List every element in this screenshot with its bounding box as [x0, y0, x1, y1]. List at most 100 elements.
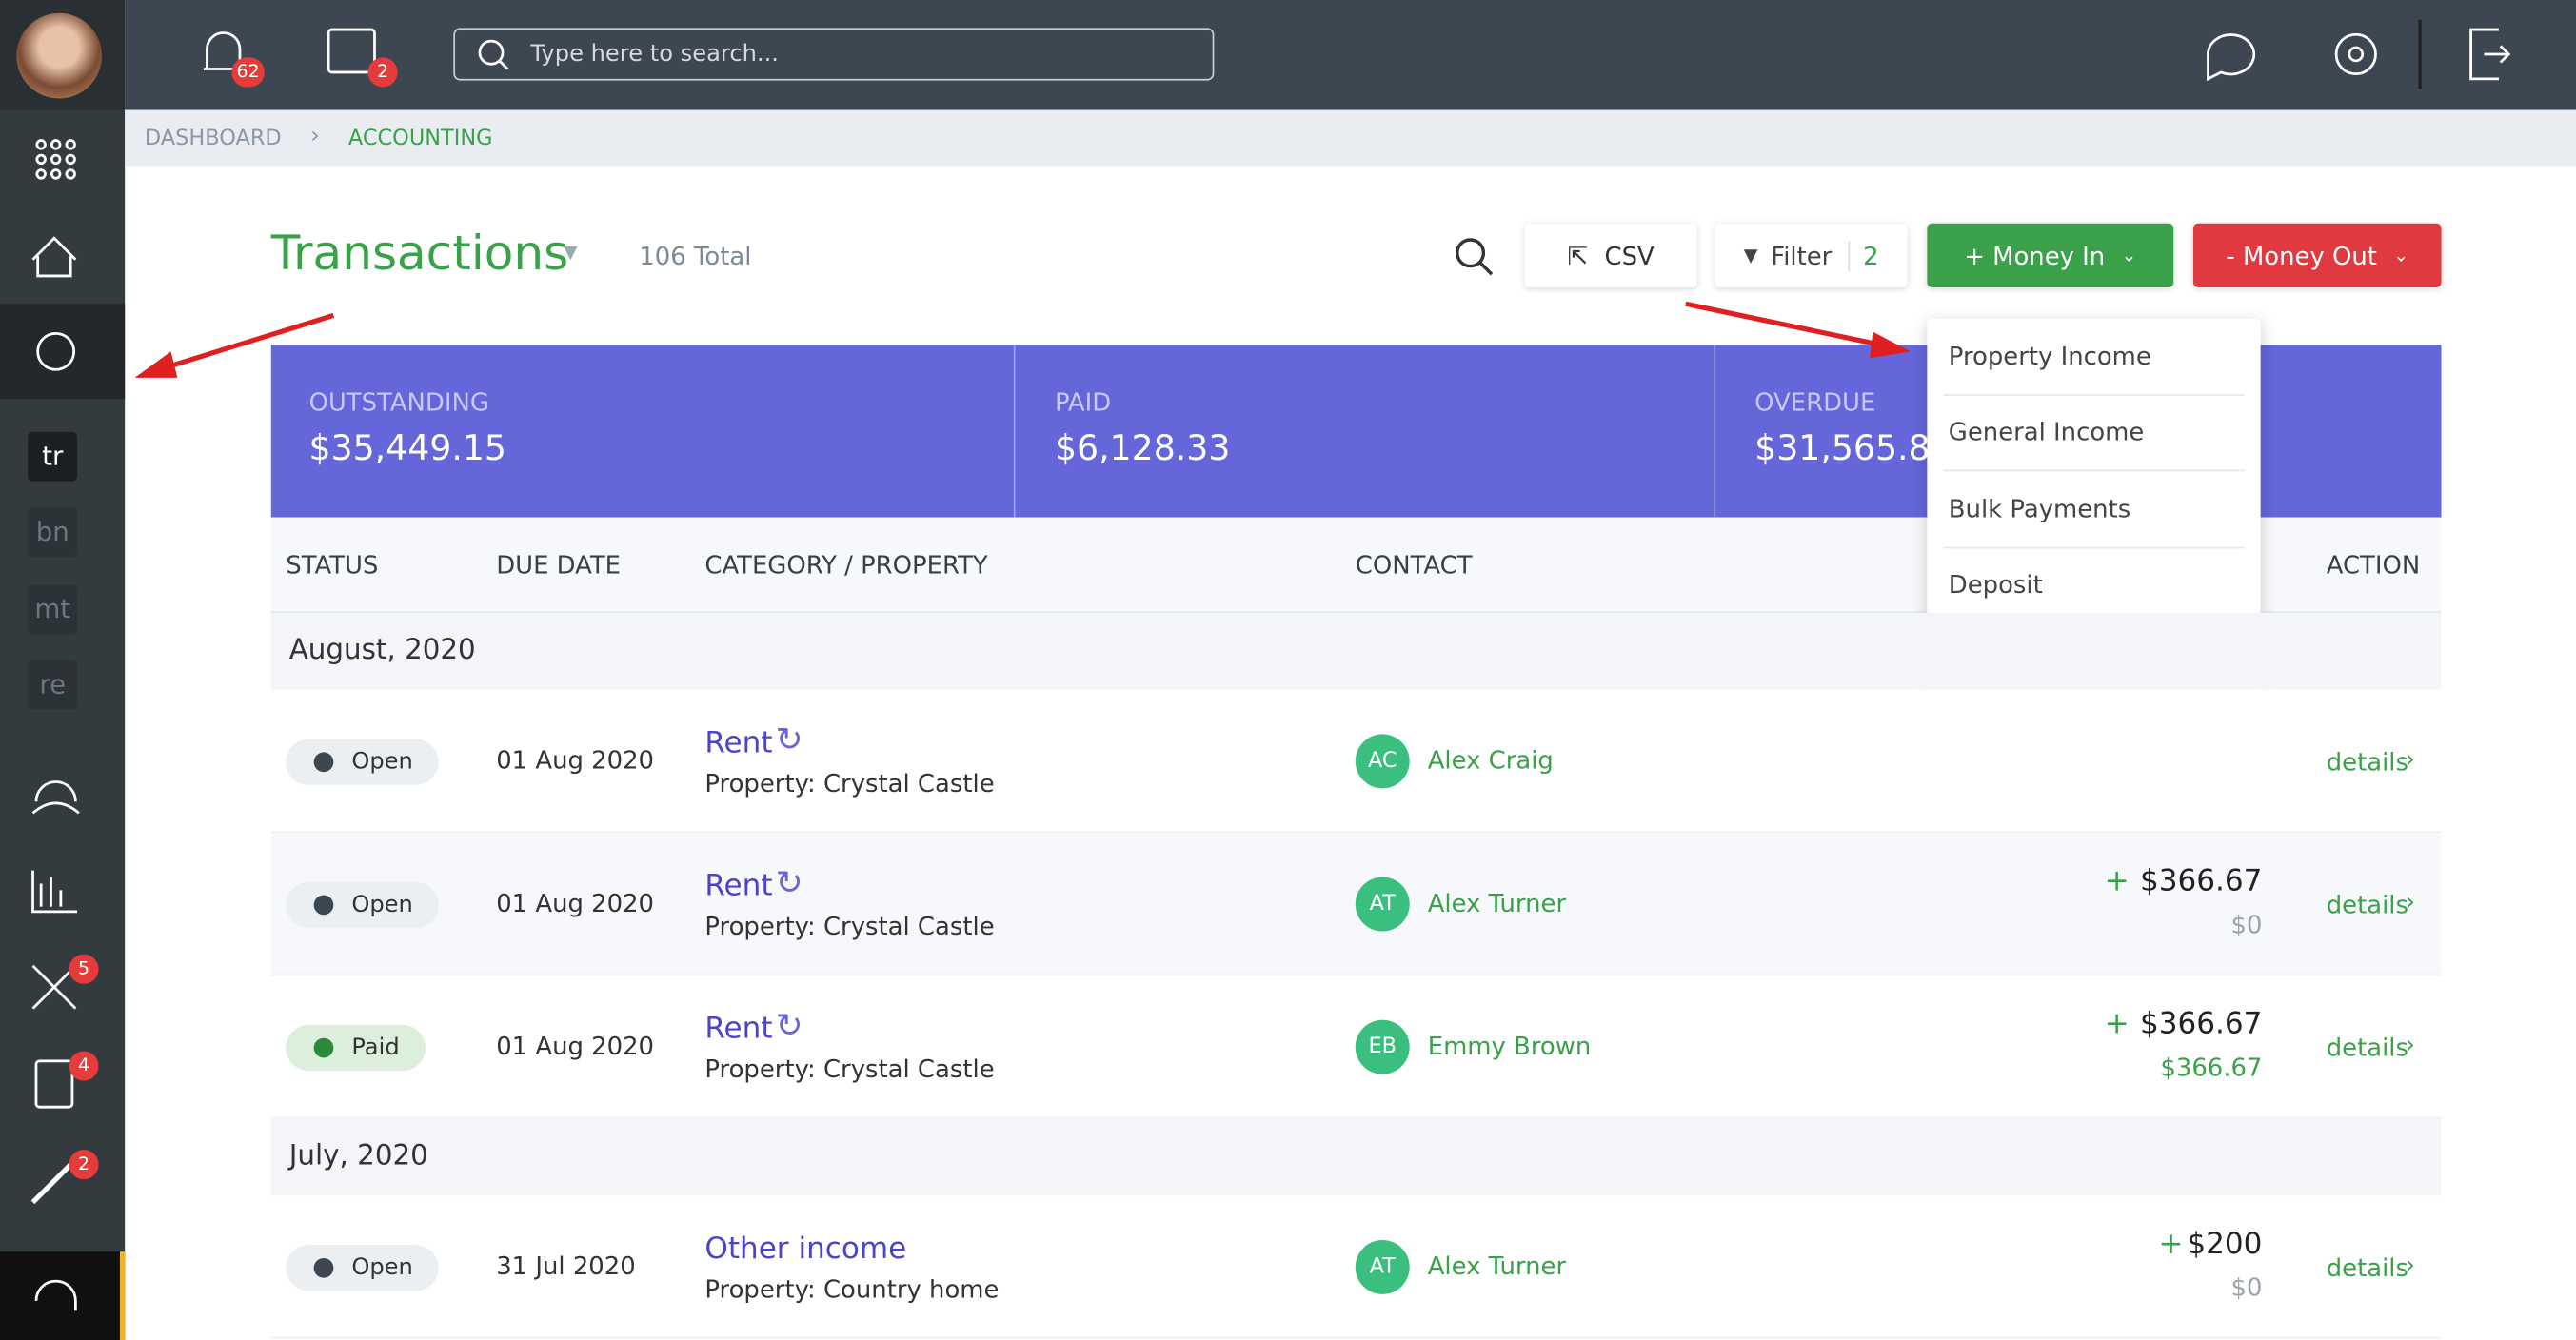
- group-row: [270, 612, 2442, 690]
- home-icon[interactable]: [31, 236, 77, 278]
- title-caret[interactable]: ▼: [563, 241, 578, 264]
- contact-name[interactable]: Emmy Brown: [1427, 1031, 1592, 1061]
- money-in-button[interactable]: + Money In ⌄: [1927, 223, 2174, 288]
- bell-icon[interactable]: [203, 31, 242, 70]
- accounting-icon[interactable]: [36, 331, 76, 371]
- shortcut[interactable]: bn: [28, 507, 78, 558]
- money-out-button[interactable]: - Money Out ⌄: [2192, 223, 2442, 288]
- summary-label: OVERDUE: [1754, 387, 1876, 418]
- reports-icon[interactable]: [31, 870, 78, 914]
- sidebar-icons: [30, 139, 80, 1311]
- chat-icon[interactable]: [2207, 33, 2256, 82]
- filter-label: Filter: [1771, 240, 1833, 270]
- search-box[interactable]: [453, 28, 1215, 81]
- tasks-icon[interactable]: [34, 1059, 74, 1109]
- category-link[interactable]: Rent: [704, 1012, 773, 1047]
- badge: 2: [69, 1150, 99, 1180]
- due-date: 31 Jul 2020: [496, 1251, 636, 1282]
- headset-icon[interactable]: [34, 1279, 77, 1311]
- contact-avatar: EB: [1355, 1019, 1410, 1074]
- due-date: 01 Aug 2020: [496, 888, 655, 918]
- shortcut[interactable]: mt: [28, 583, 78, 634]
- details-chevron: ›: [2405, 1030, 2415, 1060]
- summary-label: PAID: [1054, 387, 1112, 418]
- contacts-icon[interactable]: [31, 780, 80, 815]
- details-chevron: ›: [2405, 886, 2415, 916]
- filter-button[interactable]: ▼ Filter 2: [1714, 223, 1908, 288]
- paid-amount: $0: [2230, 1272, 2263, 1303]
- breadcrumb: ACCOUNTING: [347, 126, 493, 151]
- breadcrumb-bar: [125, 109, 2576, 167]
- column-header: CATEGORY / PROPERTY: [704, 550, 988, 581]
- summary-label: OUTSTANDING: [308, 387, 489, 418]
- amount-sign: +: [2158, 1227, 2184, 1262]
- csv-button[interactable]: ⇱ CSV: [1524, 223, 1697, 288]
- total: 106 Total: [639, 241, 752, 271]
- contact-name[interactable]: Alex Craig: [1427, 745, 1554, 776]
- summary-divider: [1714, 345, 1715, 518]
- status-dot: [313, 752, 334, 773]
- shortcut[interactable]: tr: [28, 431, 78, 482]
- menu-item[interactable]: General Income: [1943, 395, 2245, 472]
- avatar-area: [0, 0, 126, 110]
- column-header: DUE DATE: [496, 550, 622, 581]
- contact-name[interactable]: Alex Turner: [1427, 888, 1567, 918]
- badge: 5: [69, 954, 99, 984]
- column-header: ACTION: [2326, 550, 2421, 581]
- contact-avatar: AC: [1355, 734, 1410, 789]
- details-chevron: ›: [2405, 1250, 2415, 1280]
- contact-name[interactable]: Alex Turner: [1427, 1251, 1567, 1282]
- filter-count: 2: [1848, 240, 1879, 270]
- status-dot: [313, 895, 334, 916]
- paid-amount: $0: [2230, 910, 2263, 940]
- property: Property: Crystal Castle: [704, 1054, 995, 1085]
- table-row: [270, 1195, 2442, 1339]
- summary-value: $6,128.33: [1054, 428, 1231, 468]
- details-link[interactable]: details: [2326, 1252, 2408, 1283]
- paid-amount: $366.67: [2160, 1053, 2263, 1083]
- menu-item[interactable]: Bulk Payments: [1943, 471, 2245, 548]
- amount: $200: [2187, 1227, 2263, 1262]
- apps-icon[interactable]: [35, 139, 76, 180]
- status-dot: [313, 1037, 334, 1058]
- money-in-label: + Money In: [1964, 240, 2106, 270]
- details-link[interactable]: details: [2326, 747, 2408, 778]
- category-link[interactable]: Rent: [704, 868, 773, 904]
- topbar: [125, 0, 2576, 110]
- settings-icon[interactable]: [2334, 32, 2377, 76]
- maint-icon[interactable]: [30, 1161, 74, 1205]
- search-icon[interactable]: [1453, 235, 1496, 278]
- status-pill: Open: [286, 739, 440, 785]
- amount-sign: +: [2104, 863, 2130, 899]
- recurring-icon: ↻: [775, 862, 803, 902]
- shortcut[interactable]: re: [28, 660, 78, 710]
- support[interactable]: [0, 1251, 126, 1340]
- csv-label: CSV: [1604, 240, 1655, 270]
- details-link[interactable]: details: [2326, 1033, 2408, 1063]
- avatar[interactable]: [16, 12, 102, 99]
- recurring-icon: ↻: [775, 1005, 803, 1045]
- contact-avatar: AT: [1355, 877, 1410, 932]
- breadcrumb[interactable]: DASHBOARD: [144, 126, 282, 151]
- topbar-icons: [203, 19, 2511, 89]
- category-link[interactable]: Rent: [704, 725, 773, 761]
- tools-icon[interactable]: [31, 964, 77, 1010]
- amount-sign: +: [2104, 1006, 2130, 1042]
- summary-divider: [1013, 345, 1016, 518]
- details-link[interactable]: details: [2326, 890, 2408, 920]
- group-label: July, 2020: [288, 1139, 428, 1173]
- calendar-icon[interactable]: [327, 28, 376, 74]
- menu-item[interactable]: Property Income: [1943, 319, 2245, 396]
- column-header: CONTACT: [1355, 550, 1473, 581]
- contact-avatar: AT: [1355, 1239, 1410, 1294]
- logout-icon[interactable]: [2469, 28, 2511, 81]
- summary-value: $31,565.82: [1754, 428, 1952, 468]
- category-link[interactable]: Other income: [704, 1232, 907, 1267]
- amount: $366.67: [2139, 1006, 2263, 1042]
- page-title: Transactions: [270, 225, 569, 282]
- group-row: [270, 1118, 2442, 1196]
- money-out-label: - Money Out: [2226, 240, 2377, 270]
